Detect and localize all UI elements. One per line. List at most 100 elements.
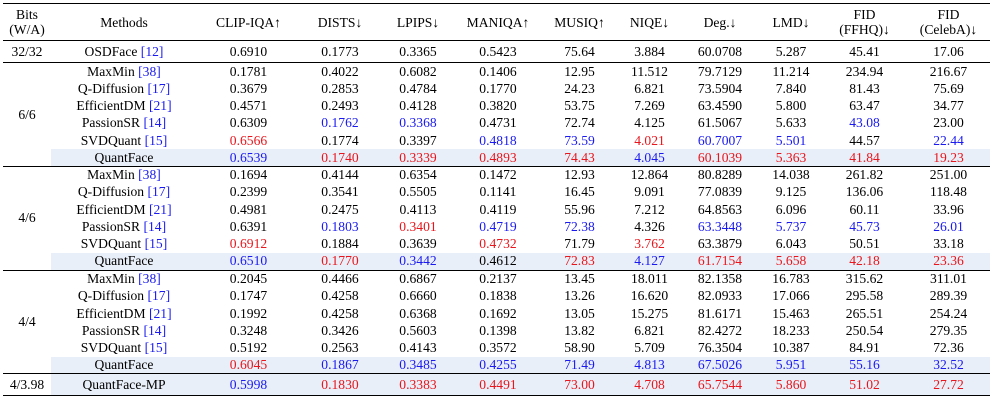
metric-value: 0.1692 — [479, 305, 517, 321]
metric-value: 0.1406 — [479, 63, 517, 79]
metric-value: 0.1884 — [321, 236, 359, 252]
metric-value: 0.3541 — [321, 184, 359, 200]
metric-value: 3.762 — [634, 236, 665, 252]
metric-value: 18.011 — [631, 271, 668, 287]
metric-value: 0.4784 — [399, 80, 437, 96]
metric-value: 17.06 — [933, 43, 964, 59]
metric-value: 75.64 — [564, 43, 595, 59]
column-header: FID (CelebA)↓ — [919, 7, 978, 37]
citation-link[interactable]: [14] — [143, 219, 167, 235]
bit-group: 32/32 OSDFace [12] 0.6910 0.1773 0.3365 0.542… — [3, 41, 990, 63]
metric-value: 0.4144 — [321, 167, 359, 183]
metric-value: 0.3572 — [479, 340, 517, 356]
metric-value: 0.4143 — [399, 340, 437, 356]
metric-value: 0.2137 — [479, 271, 517, 287]
metric-value: 74.43 — [540, 148, 619, 167]
metric-value: 295.58 — [845, 288, 884, 304]
citation-link[interactable]: [21] — [148, 305, 172, 321]
metric-value: 13.05 — [564, 305, 595, 321]
metric-value: 254.24 — [929, 305, 968, 321]
table-row: Q-Diffusion [17] 0.2399 0.3541 0.5505 0.1141… — [3, 184, 990, 201]
bits-label: 4/4 — [18, 314, 36, 330]
metric-value: 73.00 — [540, 373, 619, 396]
metric-value: 0.4981 — [229, 201, 268, 217]
citation-link[interactable]: [21] — [148, 201, 172, 217]
metric-value: 4.708 — [619, 373, 680, 396]
method-name: EfficientDM [21] — [76, 305, 172, 321]
metric-value: 80.8289 — [697, 167, 743, 183]
citation-link[interactable]: [38] — [138, 167, 161, 183]
metric-value: 75.69 — [933, 80, 964, 96]
citation-link[interactable]: [21] — [148, 97, 172, 113]
metric-value: 136.06 — [845, 184, 884, 200]
table-row: EfficientDM [21] 0.4571 0.2493 0.4128 0.3820… — [3, 97, 990, 114]
metric-value: 22.44 — [933, 132, 964, 148]
metric-value: 19.23 — [907, 148, 990, 167]
metric-value: 82.0933 — [697, 288, 743, 304]
table-row: SVDQuant [15] 0.5192 0.2563 0.4143 0.3572 58.… — [3, 339, 990, 356]
metric-value: 16.620 — [630, 288, 669, 304]
metric-value: 23.36 — [907, 252, 990, 271]
metric-value: 0.1472 — [479, 167, 517, 183]
table-row: 32/32 OSDFace [12] 0.6910 0.1773 0.3365 0.542… — [3, 41, 990, 63]
metric-value: 0.2475 — [321, 201, 359, 217]
method-name: MaxMin [38] — [87, 63, 161, 79]
column-header: LPIPS↓ — [396, 14, 440, 30]
metric-value: 0.6368 — [399, 305, 437, 321]
citation-link[interactable]: [17] — [147, 80, 171, 96]
metric-value: 3.884 — [634, 43, 665, 59]
citation-link[interactable]: [15] — [144, 132, 168, 148]
metric-value: 0.6660 — [399, 288, 437, 304]
metric-value: 26.01 — [933, 219, 964, 235]
column-header: Deg.↓ — [703, 14, 737, 30]
metric-value: 72.83 — [540, 252, 619, 271]
metric-value: 0.6910 — [229, 43, 268, 59]
bits-label: 4/3.98 — [9, 377, 45, 393]
metric-value: 11.214 — [772, 63, 810, 79]
table-row: QuantFace 0.6539 0.1740 0.3339 0.4893 74.43 4.… — [3, 148, 990, 167]
method-name: MaxMin [38] — [87, 271, 161, 287]
metric-value: 6.043 — [775, 236, 807, 252]
citation-link[interactable]: [38] — [138, 63, 161, 79]
method-name: EfficientDM [21] — [76, 201, 172, 217]
method-name: Q-Diffusion [17] — [77, 288, 171, 304]
metric-value: 4.045 — [619, 148, 680, 167]
metric-value: 63.3448 — [697, 219, 743, 235]
citation-link[interactable]: [12] — [140, 43, 164, 59]
column-header: MUSIQ↑ — [554, 14, 605, 30]
header-bits: Bits (W/A) — [9, 7, 45, 37]
metric-value: 216.67 — [929, 63, 968, 79]
metric-value: 13.45 — [564, 271, 595, 287]
metric-value: 0.3820 — [479, 97, 517, 113]
metric-value: 279.35 — [929, 322, 968, 338]
metric-value: 60.1039 — [680, 148, 760, 167]
metric-value: 234.94 — [845, 63, 884, 79]
metric-value: 55.16 — [822, 356, 907, 374]
metric-value: 71.49 — [540, 356, 619, 374]
citation-link[interactable]: [38] — [138, 271, 161, 287]
method-name: PassionSR [14] — [81, 115, 167, 131]
metric-value: 0.6539 — [197, 148, 300, 167]
metric-value: 51.02 — [822, 373, 907, 396]
citation-link[interactable]: [15] — [144, 340, 168, 356]
table-row: PassionSR [14] 0.6391 0.1803 0.3401 0.4719 72… — [3, 218, 990, 235]
metric-value: 0.1694 — [229, 167, 268, 183]
metric-value: 5.860 — [760, 373, 822, 396]
citation-link[interactable]: [14] — [143, 115, 167, 131]
metric-value: 0.4731 — [479, 115, 517, 131]
metric-value: 0.4893 — [456, 148, 540, 167]
metric-value: 0.4466 — [321, 271, 359, 287]
citation-link[interactable]: [14] — [143, 322, 167, 338]
bits-label: 6/6 — [18, 106, 36, 122]
metric-value: 61.7154 — [680, 252, 760, 271]
metric-value: 0.3639 — [399, 236, 437, 252]
metric-value: 11.512 — [631, 63, 668, 79]
method-name: QuantFace — [51, 356, 197, 374]
citation-link[interactable]: [15] — [144, 236, 168, 252]
metric-value: 0.1867 — [300, 356, 380, 374]
metric-value: 72.38 — [564, 219, 595, 235]
citation-link[interactable]: [17] — [147, 288, 171, 304]
citation-link[interactable]: [17] — [147, 184, 171, 200]
metric-value: 0.6045 — [197, 356, 300, 374]
metric-value: 7.840 — [775, 80, 807, 96]
